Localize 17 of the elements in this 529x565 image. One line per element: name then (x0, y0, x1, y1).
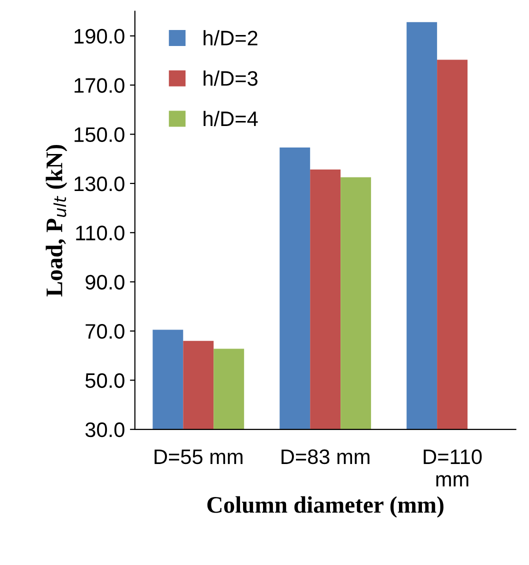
legend-label: h/D=2 (204, 30, 258, 46)
y-tick-label: 170.0 (74, 78, 124, 93)
x-tick-label: D=55 mm (154, 450, 242, 464)
y-tick-label: 110.0 (76, 226, 124, 240)
y-tick-label: 90.0 (86, 274, 124, 290)
x-axis-title: Column diameter (mm) (207, 496, 444, 518)
legend-label: h/D=3 (204, 70, 258, 86)
y-tick-label: 150.0 (74, 127, 124, 142)
x-tick-label: D=83 mm (282, 449, 370, 464)
y-tick-label: 130.0 (74, 176, 124, 192)
y-tick-label: 70.0 (86, 324, 124, 339)
x-tick-label: D=110 mm (424, 449, 482, 486)
y-tick-label: 50.0 (85, 373, 124, 388)
legend-label: h/D=4 (204, 110, 258, 126)
y-axis-title: Load, P$_{ult}$ (kN) (46, 144, 68, 296)
y-tick-label: 190.0 (74, 28, 124, 44)
y-tick-label: 30.0 (85, 422, 124, 438)
